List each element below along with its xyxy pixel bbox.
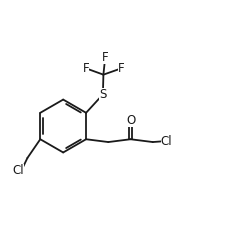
Text: F: F: [118, 62, 125, 74]
Text: S: S: [99, 88, 107, 101]
Text: F: F: [83, 62, 89, 74]
Text: O: O: [126, 114, 135, 127]
Text: Cl: Cl: [161, 135, 172, 148]
Text: Cl: Cl: [13, 164, 24, 177]
Text: F: F: [102, 51, 109, 64]
